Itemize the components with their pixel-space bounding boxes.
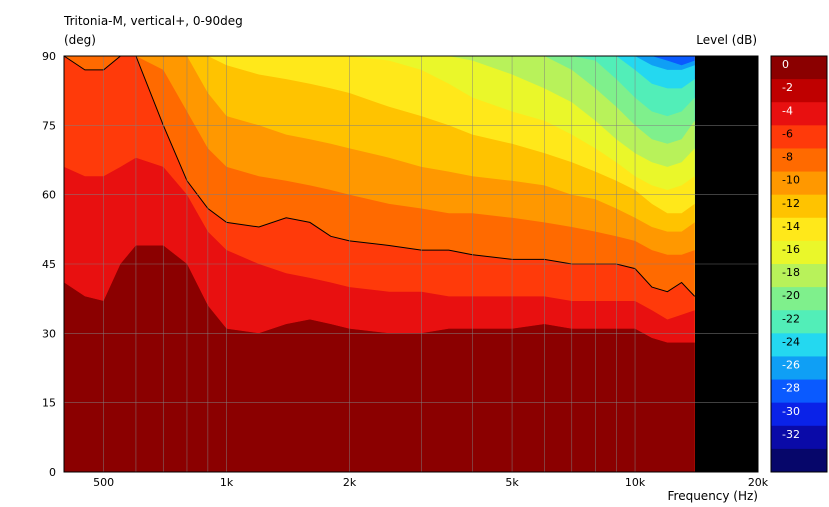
- colorbar-swatch: [771, 171, 827, 196]
- colorbar-swatch: [771, 56, 827, 80]
- x-tick-label: 5k: [505, 476, 519, 489]
- x-tick-label: 1k: [220, 476, 234, 489]
- colorbar-tick-label: -24: [782, 335, 800, 348]
- colorbar-swatch: [771, 333, 827, 357]
- colorbar-swatch: [771, 125, 827, 149]
- colorbar-tick-label: 0: [782, 58, 789, 71]
- colorbar-swatch: [771, 79, 827, 103]
- x-tick-label: 500: [93, 476, 114, 489]
- x-axis-label: Frequency (Hz): [668, 489, 759, 503]
- grid-lines: [63, 55, 759, 473]
- colorbar-swatch: [771, 425, 827, 450]
- colorbar-label: Level (dB): [696, 33, 757, 47]
- x-tick-labels: 500 1k 2k 5k 10k 20k: [93, 476, 769, 489]
- y-tick-label: 45: [42, 258, 56, 271]
- colorbar-tick-label: -8: [782, 151, 793, 164]
- colorbar-tick-label: -10: [782, 174, 800, 187]
- colorbar-tick-label: -14: [782, 220, 800, 233]
- colorbar-tick-label: -12: [782, 197, 800, 210]
- colorbar-tick-label: -4: [782, 104, 793, 117]
- minus-6db-contour-line: [63, 55, 696, 297]
- y-tick-label: 0: [49, 466, 56, 479]
- colorbar-swatch: [771, 217, 827, 242]
- x-tick-label: 10k: [625, 476, 646, 489]
- colorbar-tick-label: -16: [782, 243, 800, 256]
- colorbar-swatch: [771, 287, 827, 311]
- colorbar-frame: [770, 55, 828, 473]
- colorbar-swatch: [771, 310, 827, 334]
- y-tick-label: 15: [42, 397, 56, 410]
- colorbar-swatch: [771, 240, 827, 265]
- y-tick-label: 60: [42, 189, 56, 202]
- colorbar: 0 -2 -4 -6 -8 -10 -12 -14 -16 -18 -20 -22 -24 -26 -28 -…: [770, 55, 828, 473]
- colorbar-tick-label: -32: [782, 428, 800, 441]
- colorbar-swatch: [771, 379, 827, 404]
- colorbar-swatch: [771, 102, 827, 126]
- colorbar-tick-label: -6: [782, 127, 793, 140]
- y-axis-label: (deg): [64, 33, 96, 47]
- y-tick-labels: 0 15 30 45 60 75 90: [42, 50, 56, 479]
- x-tick-label: 20k: [748, 476, 769, 489]
- contour-region-0db: [64, 245, 695, 472]
- y-tick-label: 75: [42, 119, 56, 132]
- colorbar-tick-label: -28: [782, 382, 800, 395]
- y-tick-label: 30: [42, 327, 56, 340]
- colorbar-tick-label: -20: [782, 289, 800, 302]
- colorbar-swatch: [771, 264, 827, 288]
- plot-frame: [63, 55, 759, 473]
- chart-title: Tritonia-M, vertical+, 0-90deg: [63, 14, 243, 28]
- colorbar-swatch: [771, 402, 827, 427]
- colorbar-swatch: [771, 194, 827, 219]
- colorbar-swatch: [771, 356, 827, 381]
- colorbar-swatch: [771, 148, 827, 173]
- colorbar-tick-label: -2: [782, 81, 793, 94]
- y-tick-label: 90: [42, 50, 56, 63]
- colorbar-tick-label: -30: [782, 405, 800, 418]
- colorbar-tick-label: -22: [782, 312, 800, 325]
- colorbar-tick-label: -26: [782, 359, 800, 372]
- colorbar-tick-label: -18: [782, 266, 800, 279]
- colorbar-swatch: [771, 448, 827, 473]
- x-tick-label: 2k: [343, 476, 357, 489]
